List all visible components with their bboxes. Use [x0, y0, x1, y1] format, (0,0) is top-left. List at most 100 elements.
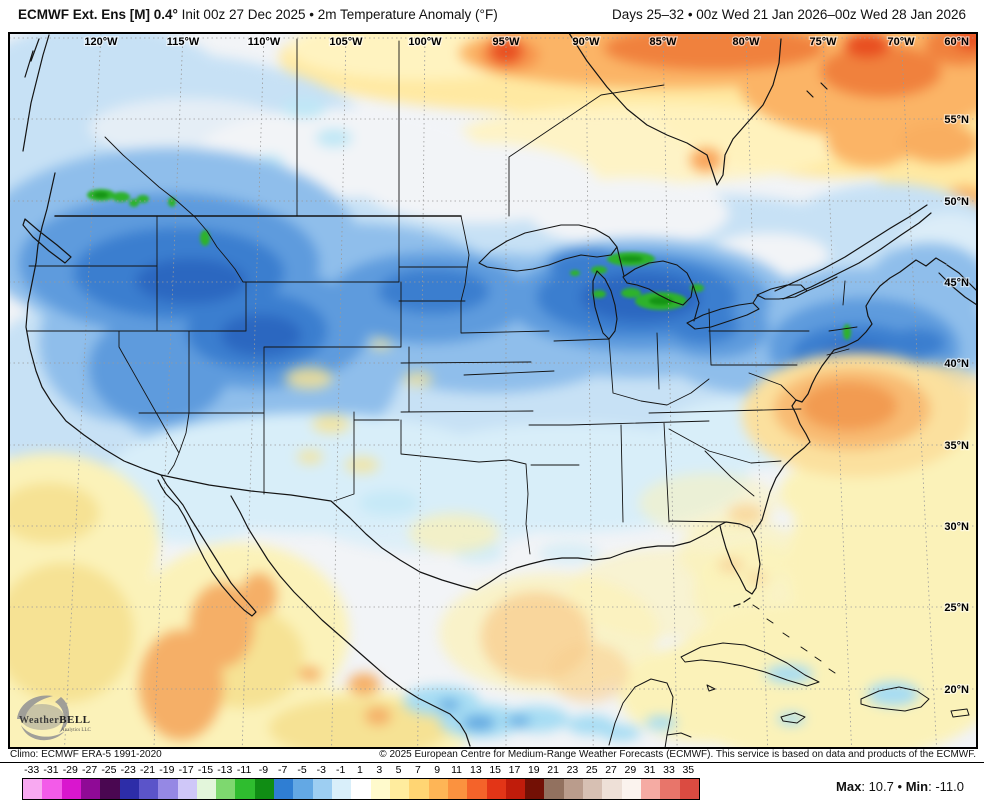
longitude-labels: 120°W 115°W 110°W 105°W 100°W 95°W 90°W 85°W 80°… — [83, 35, 970, 50]
lon-label: 105°W — [329, 36, 363, 48]
lat-label: 35°N — [944, 440, 969, 452]
colorbar-tick: 9 — [434, 764, 441, 776]
lon-label: 85°W — [649, 36, 677, 48]
colorbar-segment — [621, 779, 641, 799]
colorbar-tick: -21 — [139, 764, 156, 776]
colorbar-segment — [254, 779, 275, 799]
colorbar-tick: 19 — [527, 764, 540, 776]
lat-label: 50°N — [944, 196, 969, 208]
colorbar-tick: -23 — [120, 764, 136, 776]
colorbar-segment — [544, 779, 564, 799]
colorbar-segment — [100, 779, 120, 799]
colorbar-segment — [679, 779, 699, 799]
latitude-labels: 55°N 50°N 45°N 40°N 35°N 30°N 25°N 20°N — [943, 113, 970, 698]
colorbar-tick: 25 — [585, 764, 598, 776]
colorbar-segment — [409, 779, 429, 799]
colorbar-segment — [119, 779, 139, 799]
colorbar-tick: -13 — [217, 764, 233, 776]
colorbar-segment — [80, 779, 101, 799]
logo-text-bell: BELL — [59, 714, 90, 726]
colorbar-tick: 3 — [376, 764, 383, 776]
lon-label: 90°W — [572, 36, 600, 48]
anomaly-field — [9, 33, 977, 748]
colorbar-tick: -11 — [236, 764, 252, 776]
colorbar-segment — [293, 779, 313, 799]
colorbar-tick: -15 — [197, 764, 214, 776]
title-bar: ECMWF Ext. Ens [M] 0.4° Init 00z 27 Dec … — [0, 0, 984, 32]
colorbar-tick: 5 — [395, 764, 402, 776]
lon-label: 80°W — [732, 36, 760, 48]
colorbar-segment — [428, 779, 448, 799]
logo-text-weather: Weather — [19, 715, 59, 726]
lat-label: 20°N — [944, 684, 969, 696]
colorbar-tick: 23 — [566, 764, 579, 776]
colorbar-segment — [138, 779, 159, 799]
lat-label: 45°N — [944, 277, 969, 289]
colorbar-segment — [641, 779, 661, 799]
lon-label: 70°W — [887, 36, 915, 48]
colorbar-segment — [389, 779, 410, 799]
colorbar-segment — [602, 779, 622, 799]
lon-label: 100°W — [408, 36, 442, 48]
weatherbell-logo: WeatherBELL Analytics LLC — [17, 695, 92, 741]
colorbar-segment — [23, 779, 43, 799]
colorbar-tick: -7 — [278, 764, 288, 776]
colorbar-segment — [158, 779, 178, 799]
lat-label: 30°N — [944, 521, 969, 533]
colorbar-segment — [447, 779, 468, 799]
colorbar-tick: 33 — [663, 764, 675, 776]
colorbar-segment — [42, 779, 62, 799]
colorbar-tick: 21 — [547, 764, 559, 776]
colorbar-segment — [486, 779, 506, 799]
colorbar-segment — [370, 779, 390, 799]
colorbar-tick: 17 — [508, 764, 521, 776]
colorbar-tick: 27 — [605, 764, 617, 776]
lat-label: 55°N — [944, 114, 969, 126]
colorbar-tick: -29 — [62, 764, 78, 776]
min-label: Min — [905, 779, 929, 794]
corner-lat-label: 60°N — [944, 36, 969, 48]
coastlines — [22, 33, 977, 748]
colorbar-tick: -25 — [101, 764, 117, 776]
cold-core-spots — [87, 189, 851, 340]
lon-label: 120°W — [84, 36, 118, 48]
climo-note: Climo: ECMWF ERA-5 1991-2020 — [10, 749, 162, 760]
max-min-readout: Max: 10.7 • Min: -11.0 — [836, 779, 964, 794]
colorbar-tick: 31 — [643, 764, 656, 776]
graticule — [9, 33, 977, 748]
colorbar-segment — [563, 779, 584, 799]
lon-label: 115°W — [167, 36, 200, 48]
colorbar-tick: 29 — [624, 764, 637, 776]
colorbar-segment — [467, 779, 487, 799]
colorbar-tick: 15 — [489, 764, 501, 776]
colorbar-segment — [216, 779, 236, 799]
max-label: Max — [836, 779, 862, 794]
logo-subtitle: Analytics LLC — [61, 728, 92, 733]
colorbar-tick: -1 — [335, 764, 346, 776]
colorbar-tick: 7 — [414, 764, 421, 776]
colorbar-tick: -33 — [24, 764, 40, 776]
valid-time-range: Days 25–32 • 00z Wed 21 Jan 2026–00z Wed… — [612, 7, 966, 22]
colorbar-segment — [312, 779, 332, 799]
map-frame: 120°W 115°W 110°W 105°W 100°W 95°W 90°W 85°W 80°… — [8, 32, 978, 749]
max-value: 10.7 — [868, 779, 894, 794]
colorbar-tick: -19 — [159, 764, 175, 776]
svg-text:WeatherBELL: WeatherBELL — [19, 714, 91, 726]
lat-label: 40°N — [944, 358, 969, 370]
colorbar-tick: -17 — [178, 764, 194, 776]
colorbar-segment — [351, 779, 371, 799]
map-border — [9, 33, 977, 748]
logo-swirl-icon — [17, 695, 69, 741]
anomaly-map: 120°W 115°W 110°W 105°W 100°W 95°W 90°W 85°W 80°… — [9, 33, 977, 748]
colorbar-tick: 35 — [682, 764, 695, 776]
colorbar-tick: 1 — [357, 764, 363, 776]
colorbar-tick: 11 — [451, 764, 462, 776]
colorbar-tick: -9 — [258, 764, 269, 776]
colorbar-segment — [196, 779, 217, 799]
colorbar-segment — [525, 779, 545, 799]
colorbar-segment — [177, 779, 197, 799]
separator-dot: • — [897, 779, 903, 794]
colorbar-tick: -5 — [297, 764, 307, 776]
colorbar — [22, 778, 700, 800]
colorbar-segment — [274, 779, 294, 799]
